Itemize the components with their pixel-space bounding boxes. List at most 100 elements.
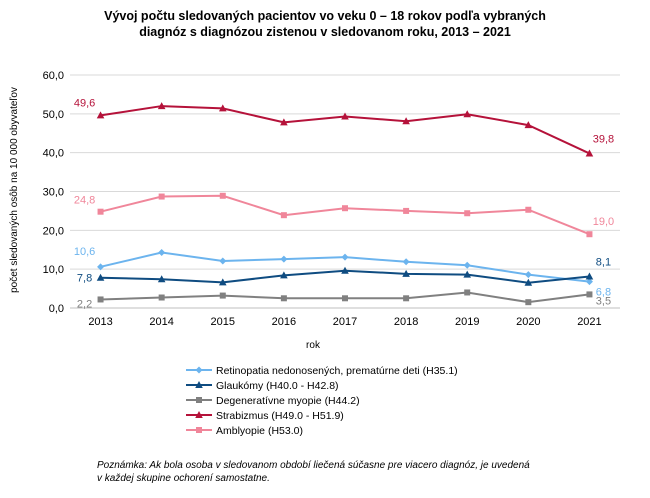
- gridlines: [70, 74, 620, 270]
- x-axis-label: rok: [306, 340, 321, 351]
- footnote-line-2: v každej skupine ochorení samostatne.: [97, 473, 270, 484]
- data-point: [96, 273, 105, 281]
- series-2: 2,2 3,5: [77, 289, 611, 310]
- legend-marker: [196, 427, 202, 433]
- data-point: [218, 278, 227, 286]
- legend: Retinopatia nedonosených, prematúrne det…: [186, 365, 458, 437]
- series-4: 24,8 19,0: [74, 192, 614, 238]
- y-tick-label: 30,0: [43, 187, 64, 199]
- series-3: 49,6 39,8: [74, 97, 614, 157]
- x-tick-label: 2015: [211, 316, 235, 328]
- y-tick-label: 50,0: [43, 109, 64, 121]
- legend-label: Retinopatia nedonosených, prematúrne det…: [216, 365, 458, 377]
- footnote: Poznámka: Ak bola osoba v sledovanom obd…: [97, 459, 597, 485]
- data-point: [96, 111, 105, 119]
- data-point: [463, 110, 472, 118]
- y-tick-label: 40,0: [43, 148, 64, 160]
- data-point: [97, 263, 105, 271]
- data-point: [341, 266, 349, 274]
- x-tick-label: 2021: [577, 316, 601, 328]
- data-label: 49,6: [74, 97, 95, 109]
- data-point: [341, 112, 349, 120]
- legend-marker: [195, 381, 203, 388]
- legend-marker: [195, 366, 203, 374]
- series-0: 10,6 6,8: [74, 246, 611, 299]
- legend-marker: [196, 397, 202, 403]
- x-axis-ticks: 2013 2014 2015 2016 2017 2018 2019 2020 2021: [88, 316, 601, 328]
- legend-item: Strabizmus (H49.0 - H51.9): [186, 410, 344, 422]
- data-point: [463, 270, 472, 278]
- data-point: [585, 272, 594, 280]
- data-label: 24,8: [74, 195, 95, 207]
- data-point: [219, 292, 226, 299]
- data-label: 3,5: [596, 295, 611, 307]
- data-point: [280, 118, 288, 126]
- footnote-line-1: Poznámka: Ak bola osoba v sledovanom obd…: [97, 460, 530, 471]
- legend-label: Amblyopie (H53.0): [216, 425, 303, 437]
- data-point: [402, 117, 410, 125]
- data-point: [97, 296, 104, 303]
- data-point: [280, 295, 287, 302]
- y-tick-label: 60,0: [43, 70, 64, 82]
- x-tick-label: 2016: [272, 316, 296, 328]
- y-tick-label: 20,0: [43, 225, 64, 237]
- data-point: [280, 271, 288, 279]
- x-tick-label: 2020: [516, 316, 540, 328]
- x-tick-label: 2014: [149, 316, 173, 328]
- x-tick-label: 2019: [455, 316, 479, 328]
- data-point: [280, 255, 288, 263]
- data-label: 10,6: [74, 246, 95, 258]
- data-label: 8,1: [596, 257, 611, 269]
- data-point: [586, 291, 593, 298]
- y-tick-label: 10,0: [43, 264, 64, 276]
- data-point: [157, 102, 166, 110]
- legend-item: Glaukómy (H40.0 - H42.8): [186, 380, 339, 392]
- legend-label: Degeneratívne myopie (H44.2): [216, 395, 360, 407]
- data-label: 39,8: [593, 133, 614, 145]
- data-point: [342, 295, 348, 302]
- data-point: [586, 231, 593, 238]
- data-point: [524, 278, 533, 286]
- data-point: [403, 295, 410, 302]
- data-point: [464, 210, 471, 217]
- data-point: [341, 253, 349, 261]
- data-point: [402, 258, 410, 266]
- y-axis-label: počet sledovaných osôb na 10 000 obyvate…: [9, 87, 20, 293]
- data-point: [525, 206, 532, 213]
- data-point: [157, 275, 166, 283]
- legend-item: Amblyopie (H53.0): [186, 425, 303, 437]
- series-1: 7,8 8,1: [77, 257, 611, 286]
- data-label: 2,2: [77, 298, 92, 310]
- legend-item: Retinopatia nedonosených, prematúrne det…: [186, 365, 458, 377]
- data-point: [342, 205, 348, 212]
- series-group: 10,6 6,8 7,8 8,1 2,2 3,5 49,6 39,8 24,8 19,0: [74, 97, 614, 310]
- legend-label: Strabizmus (H49.0 - H51.9): [216, 410, 344, 422]
- data-point: [463, 261, 471, 269]
- data-point: [280, 212, 287, 219]
- chart-title-line-1: Vývoj počtu sledovaných pacientov vo vek…: [104, 9, 546, 23]
- data-point: [219, 192, 226, 199]
- data-point: [403, 207, 410, 214]
- data-point: [158, 248, 166, 256]
- data-point: [219, 257, 227, 265]
- data-label: 7,8: [77, 273, 92, 285]
- data-point: [158, 193, 165, 200]
- legend-label: Glaukómy (H40.0 - H42.8): [216, 380, 339, 392]
- data-point: [524, 271, 532, 279]
- legend-marker: [195, 411, 203, 418]
- data-point: [525, 299, 532, 306]
- chart-title-line-2: diagnóz s diagnózou zistenou v sledovano…: [139, 25, 511, 39]
- legend-item: Degeneratívne myopie (H44.2): [186, 395, 360, 407]
- x-tick-label: 2018: [394, 316, 418, 328]
- data-point: [97, 208, 104, 215]
- data-point: [402, 269, 410, 277]
- y-axis-ticks: 0,0 10,0 20,0 30,0 40,0 50,0 60,0: [43, 70, 64, 315]
- y-tick-label: 0,0: [49, 303, 64, 315]
- series-line: [100, 194, 590, 236]
- data-label: 6,8: [596, 287, 611, 299]
- data-point: [218, 104, 227, 112]
- data-point: [464, 289, 471, 296]
- data-point: [585, 149, 594, 157]
- data-point: [158, 294, 165, 301]
